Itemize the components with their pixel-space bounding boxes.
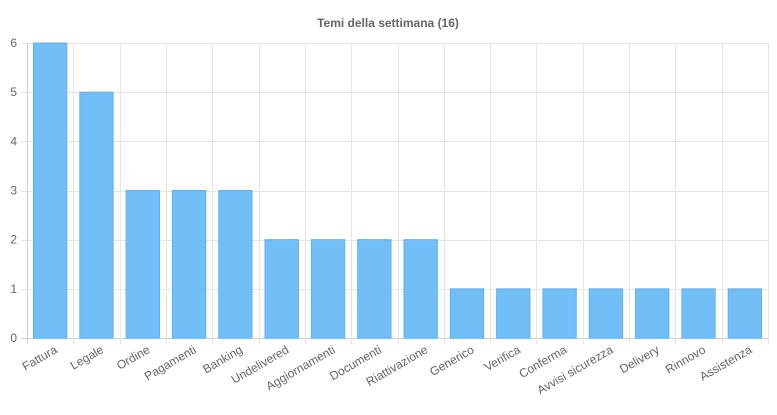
y-tick-label: 2: [10, 233, 17, 247]
y-tick-label: 1: [10, 282, 17, 296]
bar: [218, 190, 253, 339]
x-tick-label: Legale: [68, 342, 106, 372]
bar: [357, 239, 392, 339]
bar: [727, 288, 763, 339]
x-tick-label: Assistenza: [697, 342, 755, 383]
bar: [32, 42, 68, 339]
bar: [496, 288, 531, 339]
bar: [403, 239, 438, 339]
y-axis-ticks: 0 1 2 3 4 5 6: [10, 36, 17, 345]
bar: [635, 288, 670, 339]
grid: [21, 43, 769, 344]
y-tick-label: 3: [10, 184, 17, 198]
y-tick-label: 6: [10, 36, 17, 50]
x-tick-label: Generico: [427, 342, 476, 379]
x-tick-label: Delivery: [617, 342, 662, 376]
bar: [542, 288, 577, 339]
bar: [588, 288, 624, 339]
bar: [264, 239, 299, 339]
bar: [681, 288, 716, 339]
bars: [32, 42, 763, 339]
bar: [125, 190, 160, 339]
y-tick-label: 0: [10, 331, 17, 345]
y-tick-label: 5: [10, 85, 17, 99]
bar: [171, 190, 207, 339]
x-tick-label: Pagamenti: [142, 342, 199, 383]
chart-title: Temi della settimana (16): [317, 16, 459, 30]
bar: [310, 239, 346, 339]
x-tick-label: Fattura: [20, 342, 60, 373]
bar: [449, 288, 485, 339]
y-tick-label: 4: [10, 134, 17, 148]
bar: [79, 91, 114, 339]
